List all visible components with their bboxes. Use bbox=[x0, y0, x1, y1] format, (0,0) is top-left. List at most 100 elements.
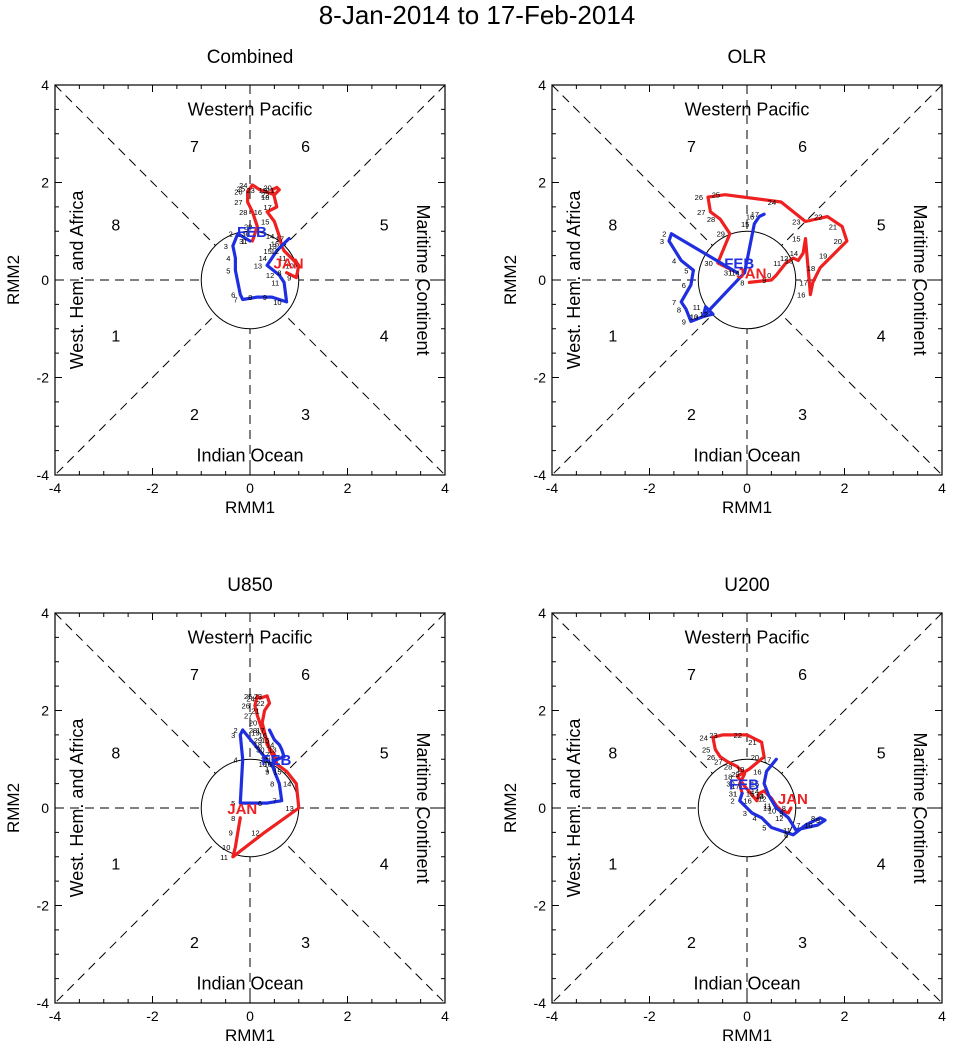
day-label: 3 bbox=[224, 242, 228, 251]
region-label-right: Maritime Continent bbox=[910, 204, 930, 355]
day-label: 19 bbox=[251, 728, 259, 737]
day-label: 10 bbox=[804, 821, 812, 830]
trajectory-jan bbox=[706, 193, 849, 297]
day-label: 3 bbox=[231, 731, 235, 740]
day-label: 1 bbox=[733, 789, 737, 798]
day-label: 8 bbox=[270, 780, 274, 789]
unit-circle bbox=[697, 230, 797, 330]
day-label: 28 bbox=[724, 763, 732, 772]
day-label: 12 bbox=[780, 254, 788, 263]
day-label: 12 bbox=[775, 814, 783, 823]
day-label: 15 bbox=[273, 767, 281, 776]
day-label: 14 bbox=[756, 792, 764, 801]
region-label-bottom: Indian Ocean bbox=[196, 446, 303, 466]
day-label: 2 bbox=[662, 230, 666, 239]
x-tick-label: 2 bbox=[841, 1008, 849, 1024]
y-tick-label: -4 bbox=[534, 995, 547, 1011]
day-label: 13 bbox=[268, 746, 276, 755]
day-label: 1 bbox=[728, 269, 732, 278]
day-label: 7 bbox=[672, 298, 676, 307]
day-label: 31 bbox=[261, 755, 269, 764]
day-label: 5 bbox=[231, 799, 235, 808]
day-label: 12 bbox=[251, 828, 259, 837]
region-label-bottom: Indian Ocean bbox=[693, 446, 800, 466]
phase-label-1: 1 bbox=[111, 857, 120, 874]
day-label: 19 bbox=[259, 186, 267, 195]
phase-label-5: 5 bbox=[877, 745, 886, 762]
figure-title: 8-Jan-2014 to 17-Feb-2014 bbox=[319, 0, 636, 30]
day-label: 11 bbox=[271, 278, 279, 287]
x-axis-label: RMM1 bbox=[225, 498, 275, 517]
x-tick-label: -4 bbox=[546, 1008, 559, 1024]
day-label: 15 bbox=[741, 220, 749, 229]
x-tick-label: 2 bbox=[344, 480, 352, 496]
day-label: 11 bbox=[773, 259, 781, 268]
day-label: 15 bbox=[746, 789, 754, 798]
day-label: 25 bbox=[244, 692, 252, 701]
day-label: 8 bbox=[231, 814, 235, 823]
region-label-left: West. Hem. and Africa bbox=[564, 718, 584, 898]
day-label: 14 bbox=[283, 780, 291, 789]
phase-label-6: 6 bbox=[301, 139, 310, 156]
day-label: 9 bbox=[682, 317, 686, 326]
day-label: 13 bbox=[254, 261, 262, 270]
day-label: 13 bbox=[785, 257, 793, 266]
day-label: 15 bbox=[792, 235, 800, 244]
phase-label-3: 3 bbox=[301, 935, 310, 952]
day-label: 25 bbox=[712, 191, 720, 200]
phase-label-1: 1 bbox=[608, 857, 617, 874]
day-label: 28 bbox=[249, 726, 257, 735]
region-label-left: West. Hem. and Africa bbox=[67, 718, 87, 898]
day-label: 13 bbox=[268, 242, 276, 251]
phase-label-2: 2 bbox=[687, 407, 696, 424]
day-label: 17 bbox=[276, 235, 284, 244]
day-label: 21 bbox=[266, 186, 274, 195]
phase-label-5: 5 bbox=[877, 217, 886, 234]
month-label-feb: FEB bbox=[237, 224, 267, 241]
day-label: 14 bbox=[751, 787, 759, 796]
day-label: 8 bbox=[248, 293, 252, 302]
day-label: 28 bbox=[707, 215, 715, 224]
day-label: 19 bbox=[819, 252, 827, 261]
y-tick-label: -4 bbox=[37, 467, 50, 483]
region-label-top: Western Pacific bbox=[188, 99, 313, 119]
x-tick-label: 4 bbox=[441, 480, 449, 496]
day-label: 14 bbox=[266, 232, 274, 241]
y-tick-label: -2 bbox=[37, 898, 50, 914]
day-label: 11 bbox=[279, 254, 287, 263]
day-label: 30 bbox=[256, 746, 264, 755]
day-label: 6 bbox=[682, 281, 686, 290]
day-label: 13 bbox=[690, 313, 698, 322]
day-label: 2 bbox=[234, 726, 238, 735]
phase-label-4: 4 bbox=[380, 329, 389, 346]
day-label: 24 bbox=[239, 181, 247, 190]
day-label: 10 bbox=[259, 760, 267, 769]
region-label-right: Maritime Continent bbox=[413, 204, 433, 355]
trajectory-jan bbox=[246, 183, 301, 280]
x-tick-label: 0 bbox=[246, 1008, 254, 1024]
day-label: 21 bbox=[251, 707, 259, 716]
day-label: 16 bbox=[746, 213, 754, 222]
phase-label-5: 5 bbox=[380, 745, 389, 762]
day-label: 17 bbox=[263, 203, 271, 212]
day-label: 13 bbox=[285, 804, 293, 813]
day-label: 22 bbox=[734, 731, 742, 740]
x-tick-label: 0 bbox=[246, 480, 254, 496]
day-label: 12 bbox=[758, 794, 766, 803]
day-label: 24 bbox=[246, 694, 254, 703]
y-tick-label: 4 bbox=[41, 605, 49, 621]
day-label: 22 bbox=[256, 699, 264, 708]
day-label: 9 bbox=[779, 809, 783, 818]
day-label: 3 bbox=[660, 237, 664, 246]
day-label: 4 bbox=[672, 257, 676, 266]
day-label: 25 bbox=[237, 184, 245, 193]
day-label: 4 bbox=[752, 814, 756, 823]
day-label: 11 bbox=[264, 755, 272, 764]
y-tick-label: -4 bbox=[534, 467, 547, 483]
day-label: 23 bbox=[246, 186, 254, 195]
panel-title: U850 bbox=[227, 575, 272, 596]
day-label: 17 bbox=[799, 278, 807, 287]
phase-label-1: 1 bbox=[608, 329, 617, 346]
day-label: 22 bbox=[261, 191, 269, 200]
